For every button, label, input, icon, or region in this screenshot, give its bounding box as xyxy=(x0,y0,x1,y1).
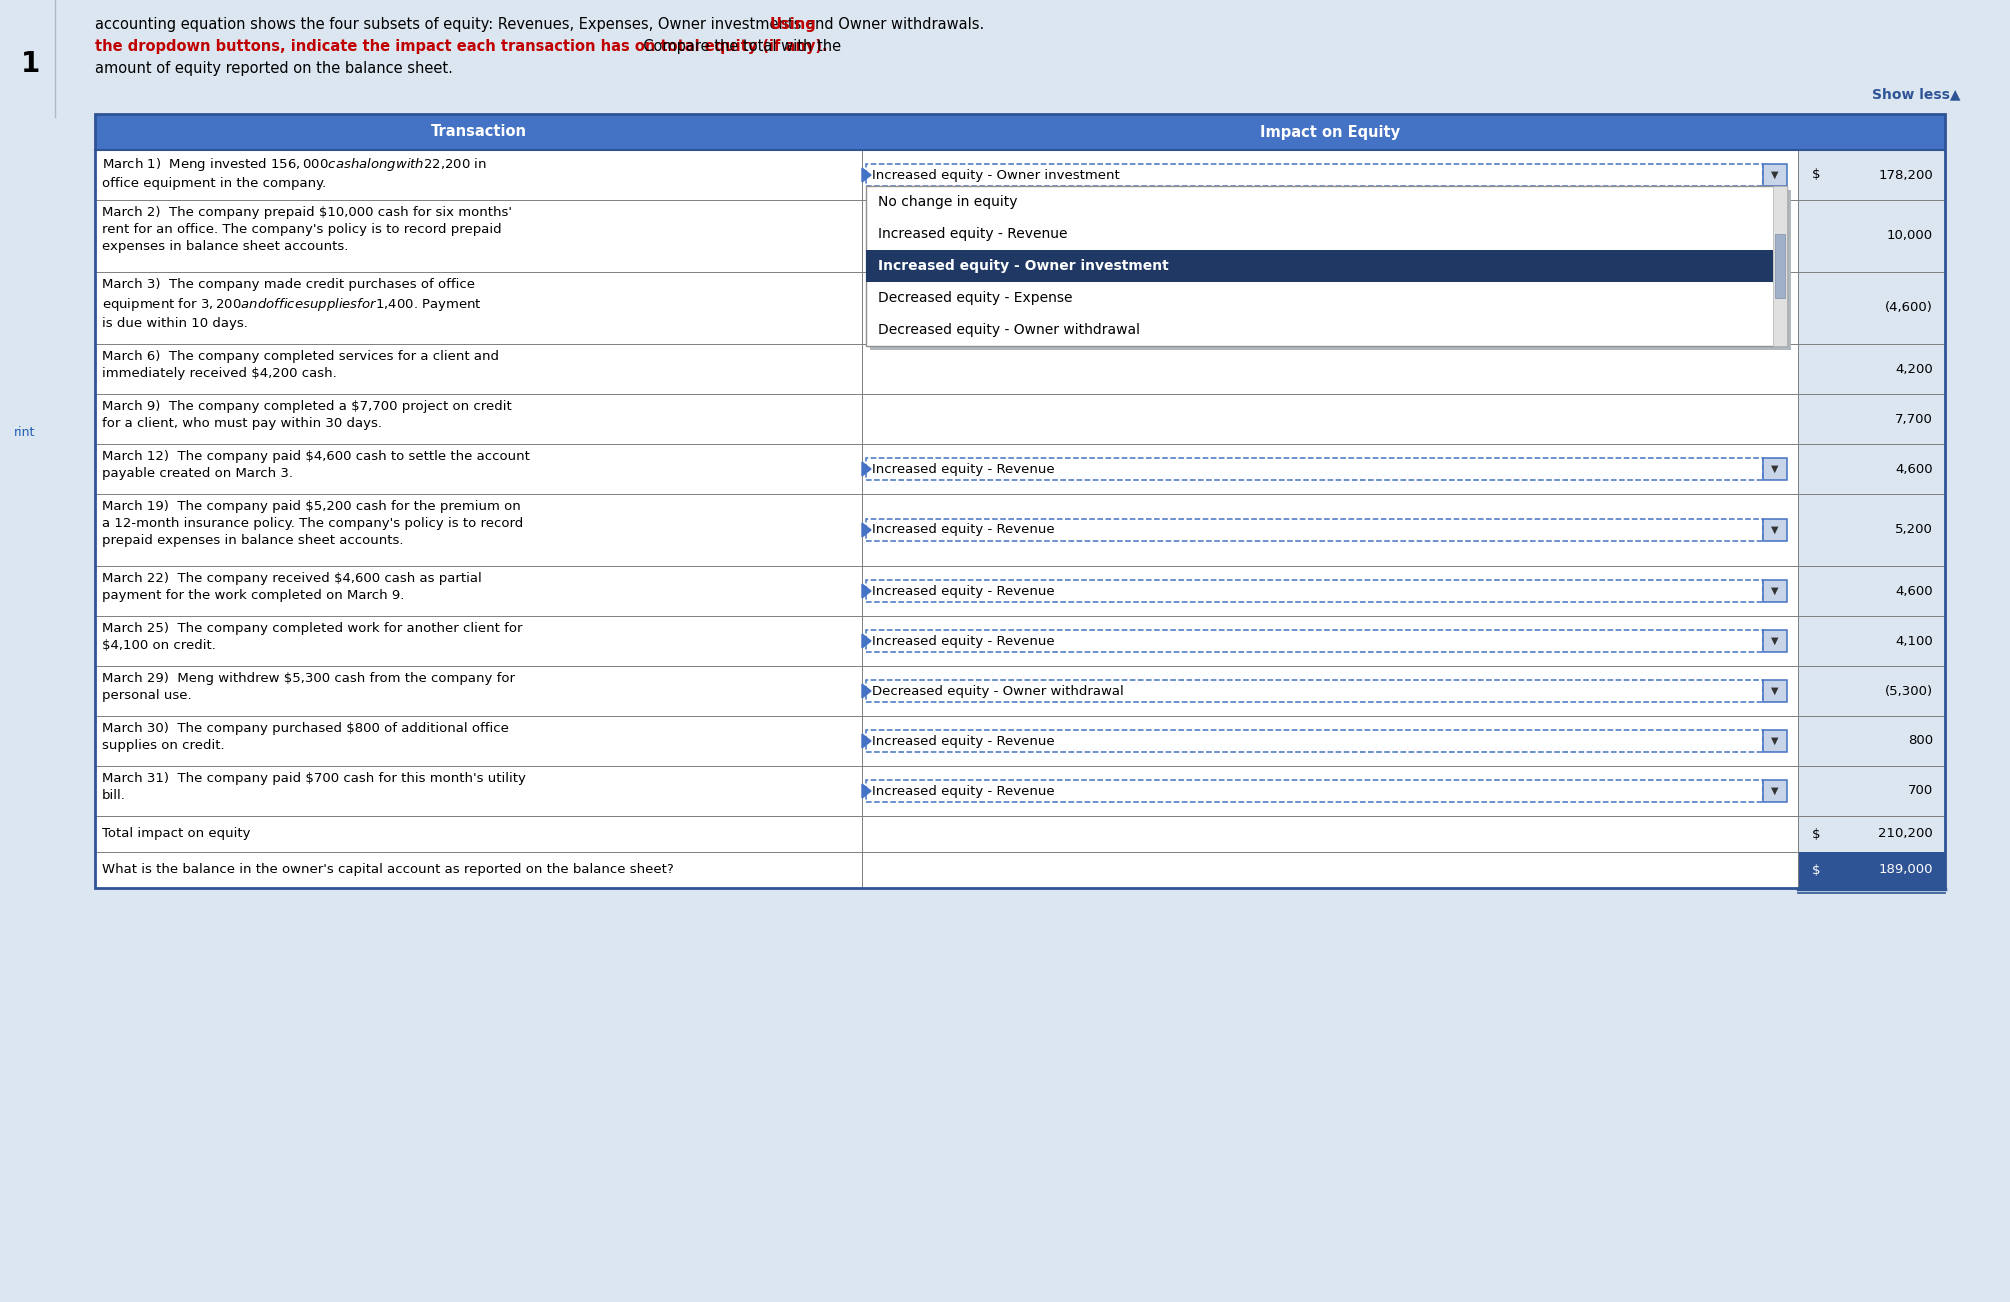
Bar xyxy=(1763,164,1787,186)
Text: Total impact on equity: Total impact on equity xyxy=(103,828,251,841)
Polygon shape xyxy=(862,784,870,798)
Polygon shape xyxy=(862,168,870,182)
Text: Decreased equity - Owner withdrawal: Decreased equity - Owner withdrawal xyxy=(878,323,1140,337)
Text: 4,100: 4,100 xyxy=(1895,634,1934,647)
Text: Transaction: Transaction xyxy=(430,125,527,139)
Polygon shape xyxy=(862,734,870,749)
Text: Using: Using xyxy=(770,17,816,33)
Text: Increased equity - Revenue: Increased equity - Revenue xyxy=(872,785,1055,798)
Bar xyxy=(1763,680,1787,702)
Text: Increased equity - Revenue: Increased equity - Revenue xyxy=(872,462,1055,475)
Text: 4,600: 4,600 xyxy=(1895,462,1934,475)
Bar xyxy=(866,780,1763,802)
Text: 800: 800 xyxy=(1907,734,1934,747)
Bar xyxy=(1763,730,1787,753)
Text: March 25)  The company completed work for another client for
$4,100 on credit.: March 25) The company completed work for… xyxy=(103,622,523,652)
Text: 10,000: 10,000 xyxy=(1887,229,1934,242)
Bar xyxy=(1799,852,1946,888)
Text: Show less▲: Show less▲ xyxy=(1871,87,1960,102)
Text: accounting equation shows the four subsets of equity: Revenues, Expenses, Owner : accounting equation shows the four subse… xyxy=(94,17,993,33)
Text: Impact on Equity: Impact on Equity xyxy=(1260,125,1401,139)
Text: March 6)  The company completed services for a client and
immediately received $: March 6) The company completed services … xyxy=(103,350,498,380)
Text: March 12)  The company paid $4,600 cash to settle the account
payable created on: March 12) The company paid $4,600 cash t… xyxy=(103,450,531,480)
Text: March 3)  The company made credit purchases of office
equipment for $3,200 and o: March 3) The company made credit purchas… xyxy=(103,279,482,329)
Polygon shape xyxy=(862,523,870,536)
Text: (5,300): (5,300) xyxy=(1885,685,1934,698)
Text: 178,200: 178,200 xyxy=(1877,168,1934,181)
Text: $: $ xyxy=(1811,168,1821,181)
Text: amount of equity reported on the balance sheet.: amount of equity reported on the balance… xyxy=(94,61,452,76)
Text: ▼: ▼ xyxy=(1771,786,1779,796)
Text: ▼: ▼ xyxy=(1771,736,1779,746)
Text: ▼: ▼ xyxy=(1771,686,1779,697)
Text: $: $ xyxy=(1811,863,1821,876)
Text: ▼: ▼ xyxy=(1771,635,1779,646)
Text: Increased equity - Revenue: Increased equity - Revenue xyxy=(872,634,1055,647)
Text: 1: 1 xyxy=(20,49,40,78)
Text: (4,600): (4,600) xyxy=(1885,302,1934,315)
Text: Increased equity - Revenue: Increased equity - Revenue xyxy=(872,523,1055,536)
Text: ▼: ▼ xyxy=(1771,525,1779,535)
Bar xyxy=(866,579,1763,602)
Bar xyxy=(94,115,1946,150)
Bar xyxy=(866,680,1763,702)
Bar xyxy=(866,630,1763,652)
Bar xyxy=(94,115,1946,888)
Text: $: $ xyxy=(1811,828,1821,841)
Text: 210,200: 210,200 xyxy=(1877,828,1934,841)
Text: Increased equity - Revenue: Increased equity - Revenue xyxy=(872,585,1055,598)
Polygon shape xyxy=(862,462,870,477)
Text: 4,200: 4,200 xyxy=(1895,362,1934,375)
Text: Compare the total with the: Compare the total with the xyxy=(633,39,840,53)
Text: 4,600: 4,600 xyxy=(1895,585,1934,598)
Text: March 9)  The company completed a $7,700 project on credit
for a client, who mus: March 9) The company completed a $7,700 … xyxy=(103,400,513,430)
Text: 189,000: 189,000 xyxy=(1879,863,1934,876)
Bar xyxy=(1773,186,1787,346)
Bar xyxy=(866,250,1773,283)
Text: Decreased equity - Owner withdrawal: Decreased equity - Owner withdrawal xyxy=(872,685,1124,698)
Text: March 30)  The company purchased $800 of additional office
supplies on credit.: March 30) The company purchased $800 of … xyxy=(103,723,509,753)
Text: rint: rint xyxy=(14,426,36,439)
Text: March 31)  The company paid $700 cash for this month's utility
bill.: March 31) The company paid $700 cash for… xyxy=(103,772,527,802)
Bar xyxy=(94,115,1946,888)
Polygon shape xyxy=(862,684,870,698)
Bar xyxy=(1763,579,1787,602)
Bar xyxy=(1775,234,1785,298)
Text: ▼: ▼ xyxy=(1771,586,1779,596)
Polygon shape xyxy=(862,634,870,648)
Bar xyxy=(1763,630,1787,652)
Bar xyxy=(1763,519,1787,542)
Text: 5,200: 5,200 xyxy=(1895,523,1934,536)
Bar xyxy=(866,458,1763,480)
Bar xyxy=(866,164,1763,186)
Bar xyxy=(866,519,1763,542)
Bar xyxy=(1763,458,1787,480)
Polygon shape xyxy=(862,585,870,598)
Bar xyxy=(866,186,1787,346)
Bar xyxy=(1763,780,1787,802)
Text: No change in equity: No change in equity xyxy=(878,195,1017,210)
Bar xyxy=(866,730,1763,753)
Text: Increased equity - Owner investment: Increased equity - Owner investment xyxy=(872,168,1120,181)
Text: the dropdown buttons, indicate the impact each transaction has on total equity (: the dropdown buttons, indicate the impac… xyxy=(94,39,828,53)
Text: Increased equity - Owner investment: Increased equity - Owner investment xyxy=(878,259,1168,273)
Text: March 1)  Meng invested $156,000 cash along with $22,200 in
office equipment in : March 1) Meng invested $156,000 cash alo… xyxy=(103,156,486,190)
Bar xyxy=(870,190,1791,350)
Text: What is the balance in the owner's capital account as reported on the balance sh: What is the balance in the owner's capit… xyxy=(103,863,673,876)
Text: March 29)  Meng withdrew $5,300 cash from the company for
personal use.: March 29) Meng withdrew $5,300 cash from… xyxy=(103,672,515,702)
Text: March 22)  The company received $4,600 cash as partial
payment for the work comp: March 22) The company received $4,600 ca… xyxy=(103,572,482,602)
Text: 7,700: 7,700 xyxy=(1895,413,1934,426)
Text: March 19)  The company paid $5,200 cash for the premium on
a 12-month insurance : March 19) The company paid $5,200 cash f… xyxy=(103,500,523,547)
Text: Increased equity - Revenue: Increased equity - Revenue xyxy=(878,227,1067,241)
Text: March 2)  The company prepaid $10,000 cash for six months'
rent for an office. T: March 2) The company prepaid $10,000 cas… xyxy=(103,206,513,253)
Text: 700: 700 xyxy=(1907,785,1934,798)
Text: ▼: ▼ xyxy=(1771,464,1779,474)
Bar xyxy=(1799,150,1946,852)
Text: Decreased equity - Expense: Decreased equity - Expense xyxy=(878,292,1073,305)
Text: Increased equity - Revenue: Increased equity - Revenue xyxy=(872,734,1055,747)
Text: ▼: ▼ xyxy=(1771,171,1779,180)
